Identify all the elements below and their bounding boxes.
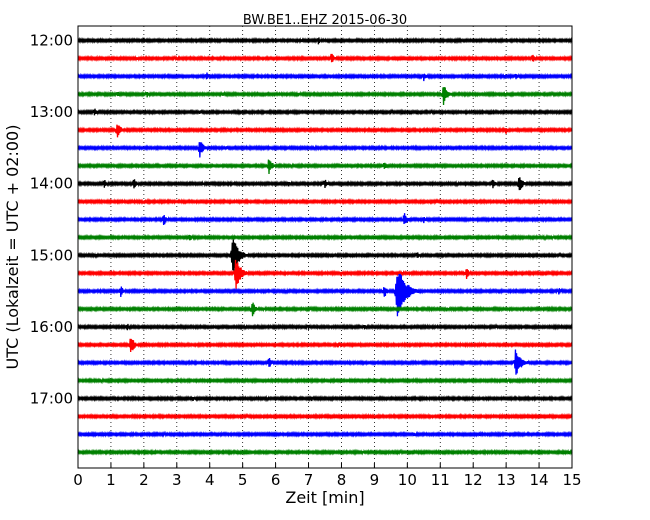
trace-line-13:00 bbox=[77, 108, 573, 116]
x-tick-label: 14 bbox=[530, 471, 549, 489]
trace-line-15:00 bbox=[77, 239, 573, 271]
trace-line-12:45 bbox=[77, 86, 573, 106]
trace-line-15:15 bbox=[77, 259, 573, 289]
y-axis-label: UTC (Lokalzeit = UTC + 02:00) bbox=[3, 125, 22, 370]
trace-line-14:15 bbox=[77, 197, 573, 206]
axis-ticks: 0 1 2 3 4 5 6 7 8 9 10 11 12 13 14 1512:0013:0014:0015:… bbox=[30, 32, 582, 490]
x-tick-label: 11 bbox=[431, 471, 450, 489]
trace-line-16:30 bbox=[77, 349, 573, 375]
x-tick-label: 4 bbox=[205, 471, 215, 489]
x-tick-label: 7 bbox=[304, 471, 314, 489]
x-tick-label: 5 bbox=[238, 471, 248, 489]
trace-line-16:15 bbox=[77, 338, 573, 353]
x-axis-label: Zeit [min] bbox=[285, 488, 364, 507]
x-tick-label: 2 bbox=[139, 471, 149, 489]
x-tick-label: 10 bbox=[398, 471, 417, 489]
x-tick-label: 3 bbox=[172, 471, 182, 489]
trace-line-12:15 bbox=[77, 53, 573, 63]
y-tick-label: 15:00 bbox=[30, 246, 73, 264]
trace-line-13:45 bbox=[77, 159, 573, 175]
plot-frame bbox=[77, 25, 573, 469]
x-tick-label: 13 bbox=[497, 471, 516, 489]
y-tick-label: 17:00 bbox=[30, 390, 73, 408]
y-tick-label: 12:00 bbox=[30, 32, 73, 50]
x-tick-label: 15 bbox=[562, 471, 581, 489]
y-tick-label: 16:00 bbox=[30, 318, 73, 336]
trace-line-17:45 bbox=[77, 448, 573, 456]
trace-line-15:45 bbox=[77, 302, 573, 317]
trace-line-14:30 bbox=[77, 213, 573, 225]
chart-title: BW.BE1..EHZ 2015-06-30 bbox=[243, 13, 407, 28]
trace-line-16:00 bbox=[77, 323, 573, 331]
grid-lines bbox=[110, 26, 540, 468]
trace-line-14:45 bbox=[77, 233, 573, 242]
x-tick-label: 6 bbox=[271, 471, 281, 489]
trace-line-17:00 bbox=[77, 394, 573, 403]
trace-line-16:45 bbox=[77, 376, 573, 385]
x-tick-label: 1 bbox=[106, 471, 116, 489]
trace-line-17:15 bbox=[77, 412, 573, 421]
x-tick-label: 12 bbox=[464, 471, 483, 489]
trace-line-12:00 bbox=[77, 36, 573, 45]
trace-line-14:00 bbox=[77, 177, 573, 191]
y-tick-label: 14:00 bbox=[30, 175, 73, 193]
x-tick-label: 8 bbox=[337, 471, 347, 489]
x-tick-label: 9 bbox=[370, 471, 380, 489]
x-tick-label: 0 bbox=[73, 471, 83, 489]
trace-line-13:15 bbox=[77, 124, 573, 138]
trace-line-15:30 bbox=[77, 273, 573, 317]
trace-line-17:30 bbox=[77, 430, 573, 438]
trace-line-13:30 bbox=[77, 142, 573, 158]
y-tick-label: 13:00 bbox=[30, 103, 73, 121]
trace-group bbox=[77, 36, 573, 456]
trace-line-12:30 bbox=[77, 72, 573, 82]
